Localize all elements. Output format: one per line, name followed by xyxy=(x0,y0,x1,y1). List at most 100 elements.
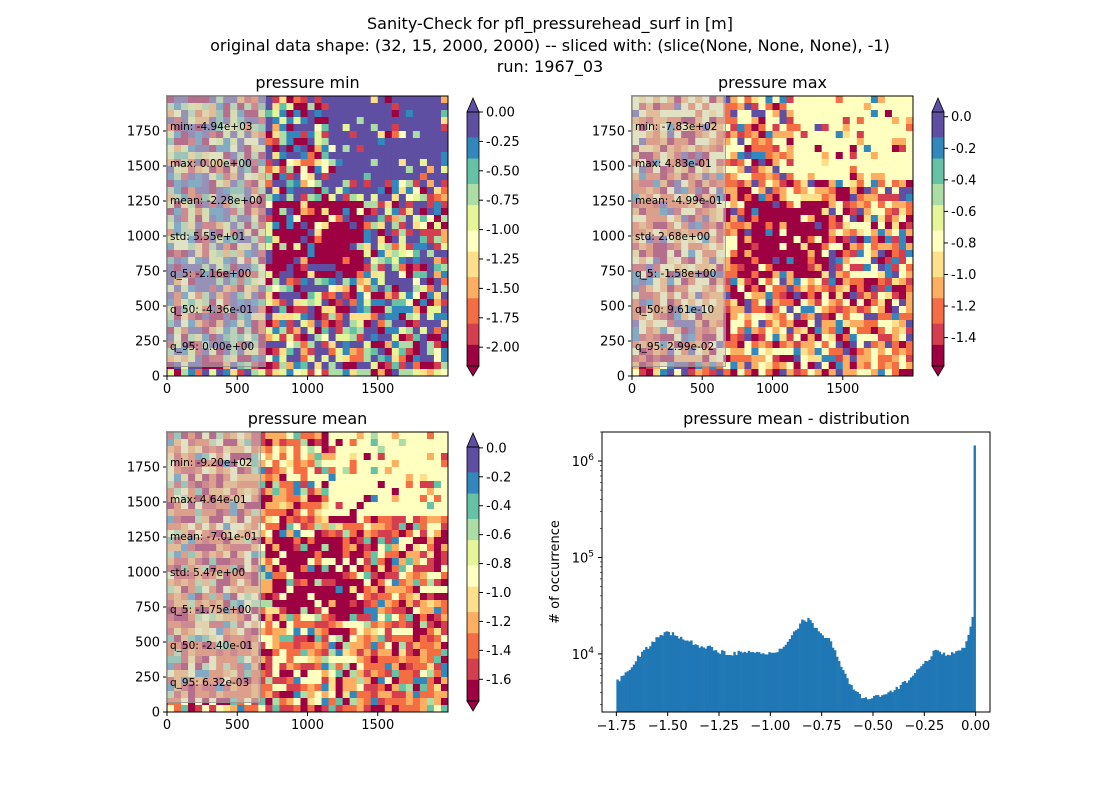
map-cell xyxy=(871,110,878,117)
map-cell xyxy=(399,131,406,138)
map-cell xyxy=(744,187,751,194)
map-cell xyxy=(780,201,787,208)
colorbar-tick-label: 0.00 xyxy=(486,106,515,121)
map-cell xyxy=(434,166,441,173)
map-cell xyxy=(364,103,371,110)
map-cell xyxy=(272,446,279,453)
map-cell xyxy=(308,292,315,299)
map-cell xyxy=(744,243,751,250)
map-cell xyxy=(413,250,420,257)
map-cell xyxy=(385,131,392,138)
map-cell xyxy=(293,705,300,712)
map-cell xyxy=(406,502,413,509)
map-cell xyxy=(899,96,906,103)
map-cell xyxy=(315,656,322,663)
map-cell xyxy=(364,96,371,103)
map-cell xyxy=(765,145,772,152)
colorbar-segment xyxy=(467,184,479,189)
map-cell xyxy=(885,194,892,201)
map-cell xyxy=(265,495,272,502)
map-cell xyxy=(357,229,364,236)
colorbar-tick-label: -1.75 xyxy=(486,311,520,326)
map-cell xyxy=(801,159,808,166)
map-cell xyxy=(843,229,850,236)
map-cell xyxy=(315,138,322,145)
map-cell xyxy=(427,124,434,131)
map-cell xyxy=(350,243,357,250)
map-cell xyxy=(293,607,300,614)
map-cell xyxy=(420,320,427,327)
map-cell xyxy=(392,600,399,607)
map-cell xyxy=(364,488,371,495)
map-cell xyxy=(885,285,892,292)
map-cell xyxy=(378,474,385,481)
map-cell xyxy=(737,369,744,376)
map-cell xyxy=(857,271,864,278)
map-cell xyxy=(293,488,300,495)
map-cell xyxy=(773,243,780,250)
map-cell xyxy=(343,208,350,215)
map-cell xyxy=(399,565,406,572)
map-cell xyxy=(427,614,434,621)
map-cell xyxy=(279,544,286,551)
map-cell xyxy=(836,320,843,327)
map-cell xyxy=(272,607,279,614)
map-cell xyxy=(871,278,878,285)
map-cell xyxy=(420,446,427,453)
map-cell xyxy=(864,110,871,117)
map-cell xyxy=(315,579,322,586)
map-cell xyxy=(815,341,822,348)
map-cell xyxy=(371,516,378,523)
map-cell xyxy=(808,152,815,159)
map-cell xyxy=(364,131,371,138)
map-cell xyxy=(385,509,392,516)
map-cell xyxy=(357,502,364,509)
map-cell xyxy=(871,222,878,229)
map-cell xyxy=(864,117,871,124)
map-cell xyxy=(343,649,350,656)
map-cell xyxy=(371,488,378,495)
map-cell xyxy=(279,621,286,628)
map-cell xyxy=(892,96,899,103)
map-cell xyxy=(308,586,315,593)
map-cell xyxy=(899,236,906,243)
map-cell xyxy=(836,194,843,201)
map-cell xyxy=(773,306,780,313)
map-cell xyxy=(864,327,871,334)
map-cell xyxy=(815,348,822,355)
map-cell xyxy=(406,173,413,180)
colorbar-segment xyxy=(932,214,944,219)
map-cell xyxy=(265,159,272,166)
map-cell xyxy=(279,467,286,474)
map-cell xyxy=(336,243,343,250)
map-cell xyxy=(434,544,441,551)
y-tick-label: 1750 xyxy=(127,125,160,140)
map-cell xyxy=(322,208,329,215)
map-cell xyxy=(357,285,364,292)
map-cell xyxy=(385,348,392,355)
map-cell xyxy=(850,257,857,264)
map-cell xyxy=(780,355,787,362)
map-cell xyxy=(787,110,794,117)
map-cell xyxy=(441,194,448,201)
map-cell xyxy=(815,369,822,376)
map-cell xyxy=(737,250,744,257)
map-cell xyxy=(265,306,272,313)
map-cell xyxy=(843,215,850,222)
map-cell xyxy=(315,474,322,481)
map-cell xyxy=(385,656,392,663)
map-cell xyxy=(751,313,758,320)
map-cell xyxy=(343,439,350,446)
map-cell xyxy=(751,124,758,131)
colorbar-segment xyxy=(467,311,479,316)
map-cell xyxy=(392,236,399,243)
map-cell xyxy=(885,152,892,159)
map-cell xyxy=(350,579,357,586)
map-cell xyxy=(441,334,448,341)
map-cell xyxy=(787,145,794,152)
map-cell xyxy=(279,705,286,712)
map-cell xyxy=(406,642,413,649)
map-cell xyxy=(744,362,751,369)
map-cell xyxy=(406,299,413,306)
map-cell xyxy=(329,236,336,243)
